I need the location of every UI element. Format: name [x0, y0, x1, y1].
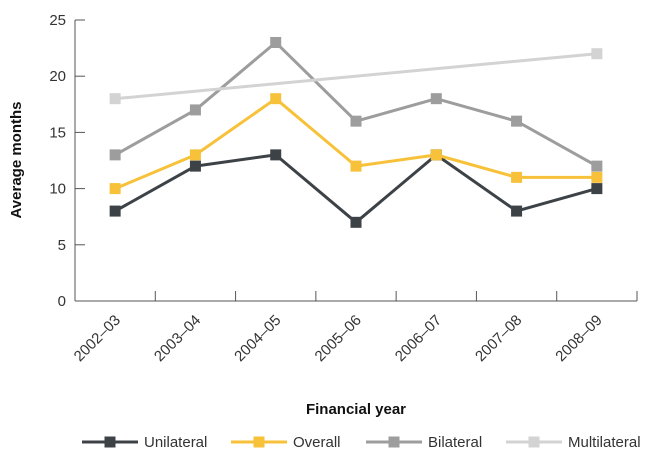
data-point	[511, 205, 523, 217]
axes	[74, 20, 637, 302]
data-point	[109, 183, 121, 195]
legend-swatch-marker	[104, 436, 116, 448]
y-tick-label: 0	[58, 293, 66, 310]
data-point	[109, 149, 121, 161]
legend-item-bilateral: Bilateral	[366, 434, 482, 451]
y-ticks: 0 5 10 15 20 25	[49, 12, 85, 310]
x-ticks: 2002–03 2003–04 2004–05 2005–06 2006–07 2007–…	[71, 291, 638, 365]
y-tick-label: 25	[49, 12, 66, 29]
data-point	[511, 171, 523, 183]
data-point	[591, 183, 603, 195]
data-point	[350, 115, 362, 127]
x-tick-label: 2004–05	[231, 312, 284, 365]
data-point	[189, 149, 201, 161]
series-overall	[109, 93, 603, 195]
data-point	[430, 149, 442, 161]
data-point	[591, 48, 603, 60]
data-point	[189, 160, 201, 172]
data-point	[591, 171, 603, 183]
legend-label: Multilateral	[568, 434, 641, 451]
series-layer	[109, 36, 603, 228]
data-point	[189, 104, 201, 116]
data-point	[511, 115, 523, 127]
legend-swatch-marker	[388, 436, 400, 448]
y-tick-label: 15	[49, 124, 66, 141]
data-point	[270, 149, 282, 161]
legend-swatch-marker	[253, 436, 265, 448]
x-tick-label: 2006–07	[392, 312, 445, 365]
y-axis-title: Average months	[8, 102, 25, 219]
legend-label: Overall	[293, 434, 341, 451]
legend-label: Unilateral	[144, 434, 207, 451]
y-tick-label: 10	[49, 181, 66, 198]
data-point	[591, 160, 603, 172]
y-tick-label: 5	[58, 237, 66, 254]
x-tick-label: 2008–09	[552, 312, 605, 365]
data-point	[109, 93, 121, 105]
data-point	[270, 36, 282, 48]
legend-swatch-marker	[528, 436, 540, 448]
data-point	[109, 205, 121, 217]
x-tick-label: 2002–03	[71, 312, 124, 365]
series-multilateral	[109, 48, 603, 105]
series-bilateral	[109, 36, 603, 172]
x-tick-label: 2003–04	[151, 312, 204, 365]
legend-label: Bilateral	[428, 434, 482, 451]
legend: Unilateral Overall Bilateral Multilateral	[82, 434, 641, 451]
data-point	[430, 93, 442, 105]
x-axis-title: Financial year	[306, 401, 406, 418]
x-tick-label: 2005–06	[312, 312, 365, 365]
series-line-multilateral	[115, 52, 597, 101]
data-point	[350, 160, 362, 172]
legend-item-overall: Overall	[231, 434, 341, 451]
x-tick-label: 2007–08	[472, 312, 525, 365]
series-line-overall	[114, 97, 597, 190]
y-tick-label: 20	[49, 68, 66, 85]
legend-item-unilateral: Unilateral	[82, 434, 207, 451]
data-point	[350, 216, 362, 228]
legend-item-multilateral: Multilateral	[506, 434, 641, 451]
data-point	[270, 93, 282, 105]
